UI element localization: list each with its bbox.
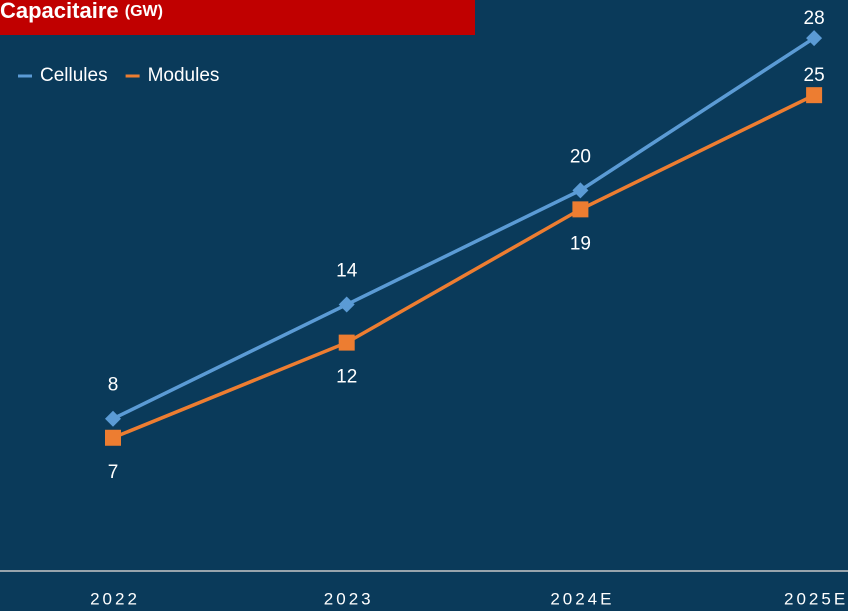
x-tick-label: 2025E <box>784 589 848 608</box>
series-line <box>112 36 816 421</box>
x-tick-label: 2022 <box>90 589 140 608</box>
legend-label: Cellules <box>40 65 108 86</box>
data-label: 12 <box>336 367 357 388</box>
data-label: 19 <box>570 233 591 254</box>
marker <box>806 30 823 47</box>
marker <box>572 201 589 218</box>
title-text: Capacitaire <box>0 0 119 23</box>
chart-title: Capacitaire (GW) <box>0 0 163 23</box>
x-tick-label: 2024E <box>550 589 614 608</box>
data-label: 28 <box>804 8 825 29</box>
marker <box>338 296 355 313</box>
x-tick-label: 2023 <box>324 589 374 608</box>
marker <box>572 182 589 199</box>
data-label: 20 <box>570 146 591 167</box>
series-line <box>112 93 815 440</box>
legend-label: Modules <box>148 65 220 86</box>
marker <box>806 87 823 104</box>
data-label: 7 <box>108 462 119 483</box>
data-label: 8 <box>108 375 119 396</box>
title-unit: (GW) <box>125 3 163 20</box>
marker <box>105 410 121 427</box>
marker <box>105 429 121 446</box>
data-label: 25 <box>804 65 825 86</box>
data-label: 14 <box>336 261 358 282</box>
title-box <box>0 0 475 35</box>
marker <box>338 334 355 351</box>
